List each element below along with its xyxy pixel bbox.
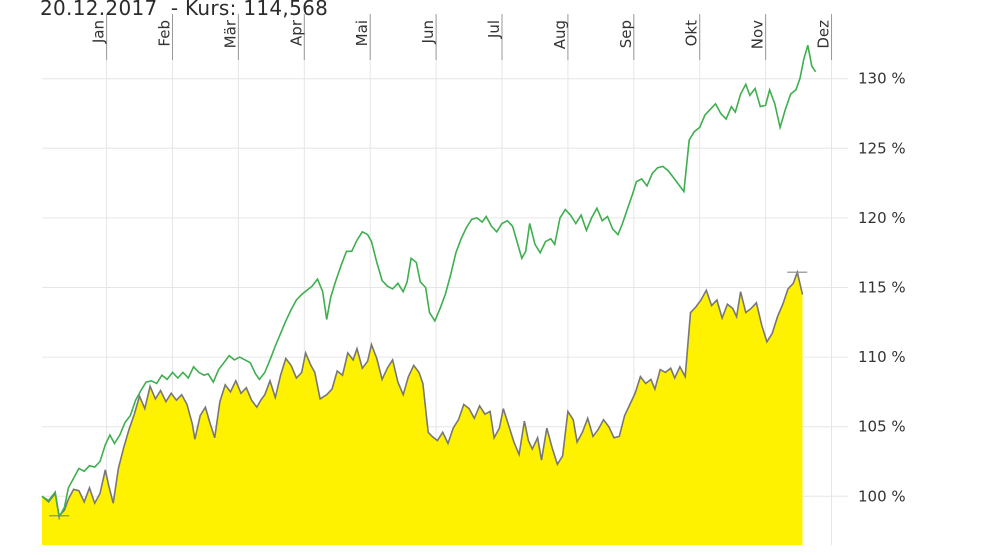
markers [49, 271, 808, 520]
month-label: Mär [221, 19, 239, 48]
fund-line [41, 269, 804, 518]
y-tick-label: 125 % [858, 139, 906, 157]
y-tick-label: 115 % [858, 279, 906, 297]
month-label: Nov [749, 20, 767, 49]
month-label: Mai [353, 20, 371, 46]
y-tick-label: 120 % [858, 209, 906, 227]
month-label: Dez [815, 20, 833, 49]
min-marker [49, 515, 70, 520]
month-label: Jul [485, 20, 503, 39]
y-axis: 100 % 105 % 110 % 115 % 120 % 125 % 130 % [858, 70, 906, 506]
month-label: Jun [419, 20, 437, 44]
month-label: Apr [287, 19, 305, 46]
month-label: Feb [155, 20, 173, 47]
y-tick-label: 130 % [858, 70, 906, 88]
benchmark-line [41, 45, 817, 520]
month-label: Sep [617, 20, 635, 48]
month-label: Jan [90, 20, 108, 44]
max-marker [787, 271, 808, 277]
month-axis: Jan Feb Mär Apr Mai Jun Jul Aug Sep Okt Nov Dez [90, 19, 833, 49]
month-label: Okt [683, 20, 701, 46]
fund-area-fill [42, 272, 803, 545]
month-label: Aug [551, 20, 569, 49]
chart-header-quote: 20.12.2017 - Kurs: 114,568 [40, 0, 329, 20]
y-tick-label: 100 % [858, 487, 906, 505]
y-tick-label: 105 % [858, 418, 906, 436]
y-tick-label: 110 % [858, 348, 906, 366]
